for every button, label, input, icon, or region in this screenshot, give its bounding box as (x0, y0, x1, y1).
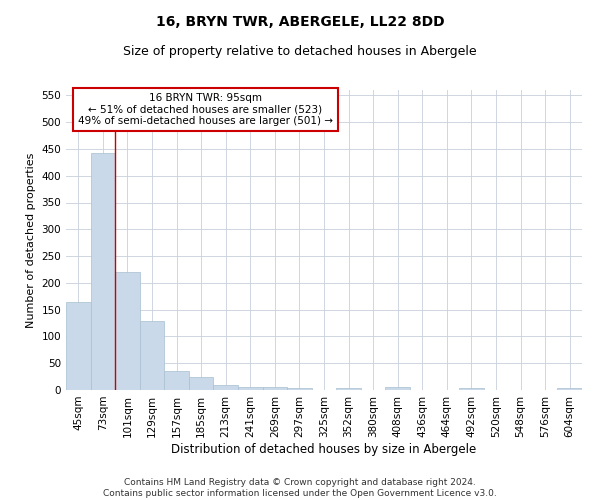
Bar (385, 388, 410, 390)
X-axis label: Distribution of detached houses by size in Abergele: Distribution of detached houses by size … (172, 442, 476, 456)
Bar (164, 370, 189, 390)
Text: 16, BRYN TWR, ABERGELE, LL22 8DD: 16, BRYN TWR, ABERGELE, LL22 8DD (155, 15, 445, 29)
Text: 16 BRYN TWR: 95sqm
← 51% of detached houses are smaller (523)
49% of semi-detach: 16 BRYN TWR: 95sqm ← 51% of detached hou… (78, 93, 333, 126)
Text: Contains HM Land Registry data © Crown copyright and database right 2024.
Contai: Contains HM Land Registry data © Crown c… (103, 478, 497, 498)
Bar (287, 388, 312, 390)
Bar (336, 388, 361, 390)
Bar (263, 388, 287, 390)
Text: Size of property relative to detached houses in Abergele: Size of property relative to detached ho… (123, 45, 477, 58)
Y-axis label: Number of detached properties: Number of detached properties (26, 152, 36, 328)
Bar (557, 388, 582, 390)
Bar (115, 272, 140, 390)
Bar (91, 152, 115, 390)
Bar (66, 302, 91, 390)
Bar (459, 388, 484, 390)
Bar (189, 376, 214, 390)
Bar (238, 388, 263, 390)
Bar (140, 322, 164, 390)
Bar (214, 384, 238, 390)
